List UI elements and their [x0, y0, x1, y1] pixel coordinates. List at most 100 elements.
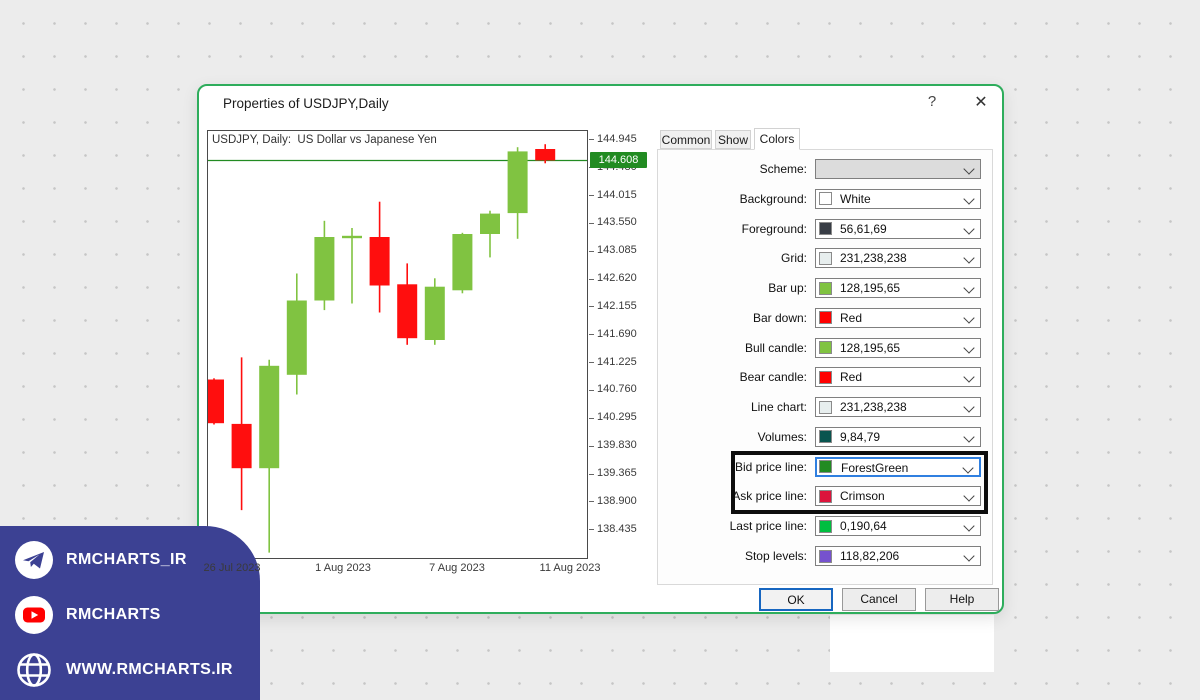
chevron-down-icon	[963, 550, 975, 562]
color-swatch	[819, 222, 832, 236]
price-tick-label: 138.900	[597, 494, 637, 507]
price-tick-label: 139.365	[597, 467, 637, 479]
price-tick-label: 141.225	[597, 355, 637, 368]
color-value: Red	[840, 370, 863, 385]
price-tick-label: 140.760	[597, 383, 637, 396]
tab-show[interactable]: Show	[715, 130, 751, 149]
tab-common[interactable]: Common	[660, 130, 712, 149]
price-tick	[589, 389, 594, 391]
chevron-down-icon	[963, 431, 975, 443]
price-tick	[589, 167, 594, 169]
color-value: White	[840, 191, 871, 206]
help-button[interactable]: Help	[925, 588, 999, 611]
price-tick	[589, 250, 594, 252]
chevron-down-icon	[963, 193, 975, 205]
color-value: Red	[840, 310, 863, 325]
color-swatch	[819, 400, 832, 414]
color-dropdown-scheme[interactable]	[815, 159, 981, 179]
tab-colors[interactable]: Colors	[754, 128, 800, 150]
time-axis: 26 Jul 2023 1 Aug 2023 7 Aug 2023 11 Aug 20…	[204, 560, 601, 576]
row-label-bull-candle: Bull candle:	[744, 340, 807, 355]
color-dropdown-grid[interactable]: 231,238,238	[815, 248, 981, 269]
properties-dialog: Properties of USDJPY,Daily ? ✕ USDJPY, D…	[197, 84, 1004, 614]
bid-price-badge: 144.608	[590, 151, 647, 168]
price-tick	[589, 222, 594, 224]
price-tick	[589, 445, 594, 447]
price-tick	[589, 501, 594, 503]
banner-label: RMCHARTS_IR	[66, 551, 187, 568]
color-value: 231,238,238	[840, 400, 907, 415]
time-tick-label: 7 Aug 2023	[429, 562, 485, 574]
banner-label: RMCHARTS	[66, 606, 161, 623]
color-value: 231,238,238	[840, 251, 907, 266]
row-label-bear-candle: Bear candle:	[739, 370, 807, 385]
price-tick	[589, 139, 594, 141]
color-dropdown-ask-price-line[interactable]: Crimson	[815, 486, 981, 507]
cancel-button[interactable]: Cancel	[842, 588, 916, 611]
banner-item-rmcharts[interactable]: RMCHARTS	[15, 595, 161, 635]
color-swatch	[819, 281, 832, 295]
price-tick	[589, 417, 594, 419]
color-value: 128,195,65	[840, 340, 901, 355]
chevron-down-icon	[963, 520, 975, 532]
chevron-down-icon	[963, 163, 975, 175]
banner-item-rmcharts_ir[interactable]: RMCHARTS_IR	[15, 540, 187, 580]
candlestick-chart	[208, 144, 587, 553]
chevron-down-icon	[963, 222, 975, 235]
color-swatch	[819, 311, 832, 325]
white-overlay-box	[830, 615, 994, 672]
color-dropdown-foreground[interactable]: 56,61,69	[815, 218, 981, 239]
price-tick-label: 140.295	[597, 411, 637, 424]
banner-label: WWW.RMCHARTS.IR	[66, 661, 233, 678]
color-dropdown-bid-price-line[interactable]: ForestGreen	[815, 456, 981, 477]
color-dropdown-bull-candle[interactable]: 128,195,65	[815, 337, 981, 358]
price-tick-label: 142.155	[597, 299, 637, 312]
chevron-down-icon	[963, 490, 975, 503]
price-tick-label: 144.945	[597, 132, 637, 145]
color-dropdown-last-price-line[interactable]: 0,190,64	[815, 516, 981, 537]
row-label-background: Background:	[739, 191, 807, 206]
chevron-down-icon	[963, 282, 975, 294]
price-tick	[589, 529, 594, 531]
price-axis: 144.945144.480144.015143.550143.085142.6…	[589, 130, 655, 575]
time-tick-label: 11 Aug 2023	[539, 562, 601, 574]
price-tick-label: 138.435	[597, 522, 637, 535]
color-swatch	[819, 430, 832, 444]
price-tick-label: 139.830	[597, 439, 637, 452]
color-dropdown-stop-levels[interactable]: 118,82,206	[815, 546, 981, 566]
color-dropdown-bar-up[interactable]: 128,195,65	[815, 278, 981, 299]
price-tick-label: 142.620	[597, 272, 637, 284]
color-dropdown-bear-candle[interactable]: Red	[815, 367, 981, 388]
color-dropdown-line-chart[interactable]: 231,238,238	[815, 397, 981, 418]
row-label-line-chart: Line chart:	[750, 400, 807, 415]
close-icon[interactable]: ✕	[974, 94, 988, 111]
row-label-stop-levels: Stop levels:	[744, 549, 807, 563]
color-value: ForestGreen	[841, 460, 909, 475]
chevron-down-icon	[963, 252, 975, 264]
help-icon[interactable]: ?	[927, 93, 937, 110]
chart-title: USDJPY, Daily: US Dollar vs Japanese Yen	[212, 134, 437, 146]
row-label-foreground: Foreground:	[741, 221, 807, 236]
color-swatch	[819, 489, 832, 503]
price-tick-label: 143.550	[597, 216, 637, 229]
color-swatch	[819, 460, 832, 474]
row-label-last-price-line: Last price line:	[729, 519, 807, 534]
color-dropdown-background[interactable]: White	[815, 188, 981, 209]
youtube-icon	[15, 596, 53, 634]
color-swatch	[819, 519, 832, 533]
row-label-grid: Grid:	[780, 251, 807, 266]
chevron-down-icon	[963, 341, 975, 354]
color-swatch	[819, 341, 832, 355]
color-dropdown-volumes[interactable]: 9,84,79	[815, 426, 981, 447]
color-dropdown-bar-down[interactable]: Red	[815, 307, 981, 328]
telegram-icon	[15, 541, 53, 579]
color-value: 56,61,69	[840, 221, 887, 236]
ok-button[interactable]: OK	[759, 588, 833, 611]
price-tick	[589, 278, 594, 280]
price-tick-label: 143.085	[597, 244, 637, 257]
banner-item-www.rmcharts.ir[interactable]: WWW.RMCHARTS.IR	[15, 650, 233, 690]
price-tick	[589, 306, 594, 308]
colors-tab-panel: Scheme: Background: White Foreground: 56,61,…	[657, 149, 993, 585]
price-tick	[589, 362, 594, 364]
price-tick-label: 144.015	[597, 188, 637, 201]
